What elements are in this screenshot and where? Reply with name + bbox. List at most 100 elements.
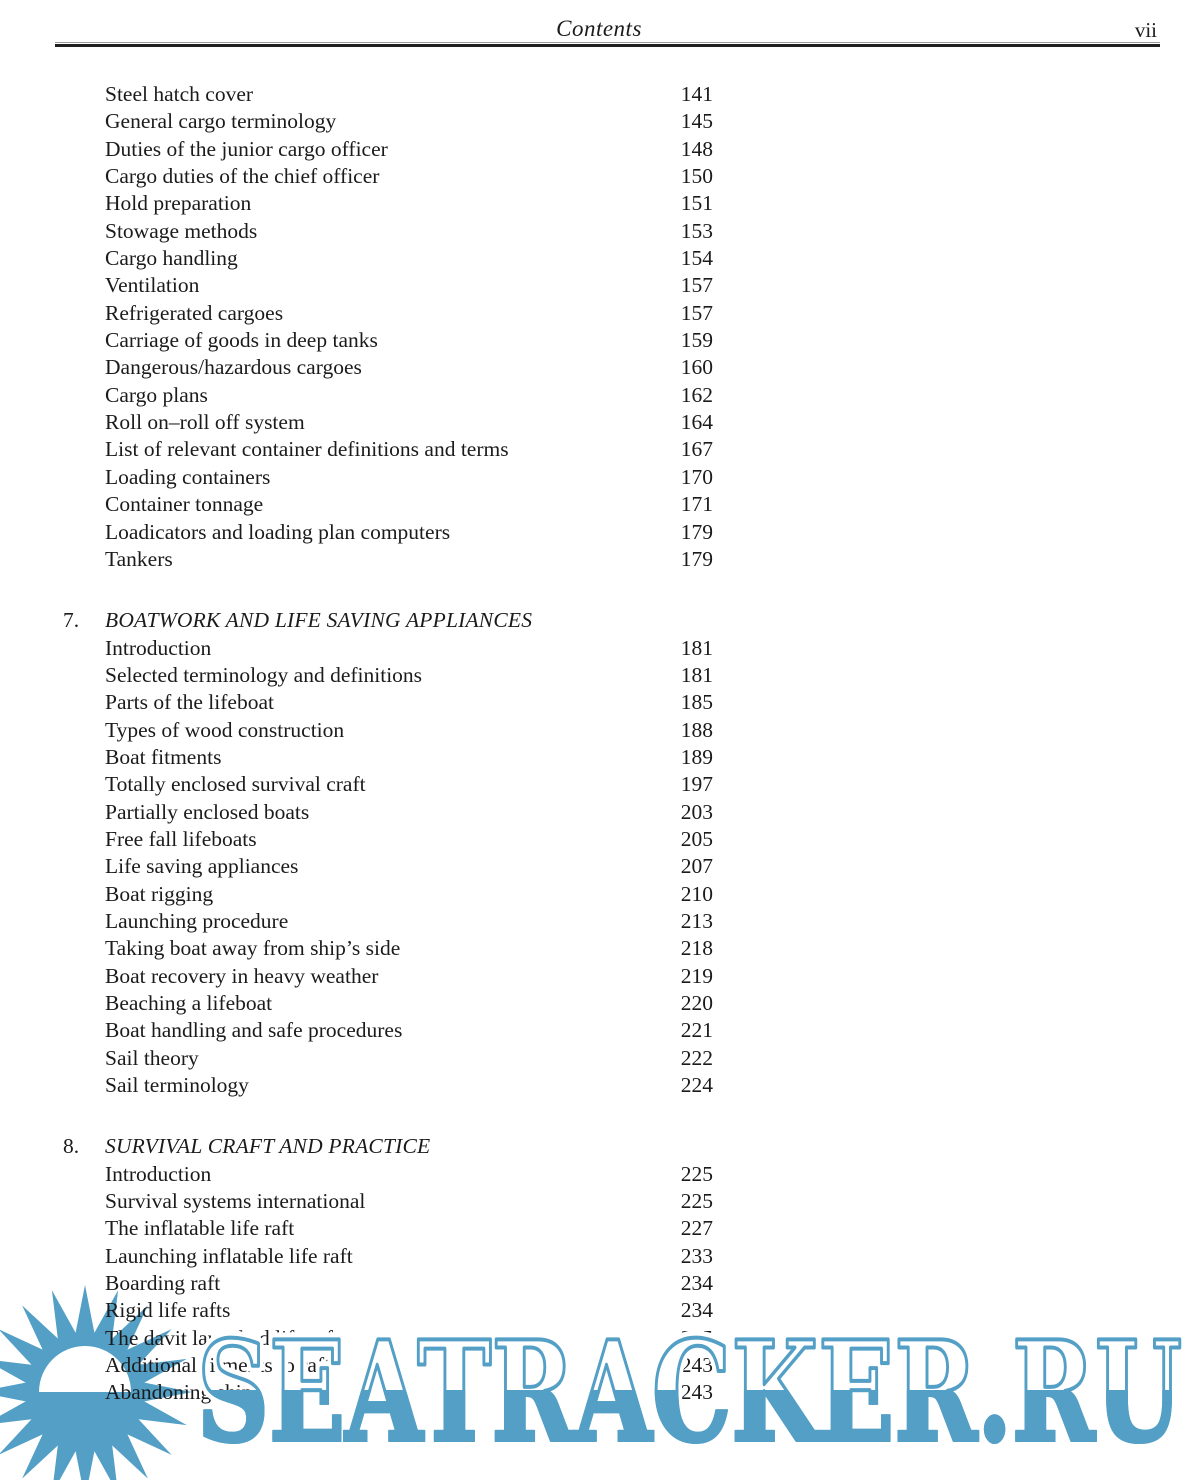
toc-entry: Abandoning ship 243 — [0, 1380, 1198, 1407]
toc-entry-label: List of relevant container definitions a… — [105, 437, 509, 462]
toc-entry-label: Loadicators and loading plan computers — [105, 519, 451, 544]
toc-entry-page: 141 — [680, 82, 713, 106]
toc-entry: Selected terminology and definitions 181 — [0, 663, 1198, 690]
toc-entry-label: Rigid life rafts — [105, 1298, 231, 1323]
toc-entry: General cargo terminology 145 — [0, 109, 1198, 136]
toc-entry-page: 234 — [680, 1298, 713, 1323]
toc-entry-label: Boat fitments — [105, 744, 222, 769]
toc-entry-label: Life saving appliances — [105, 854, 299, 879]
toc-entry-page: 171 — [680, 492, 713, 517]
toc-entry-page: 148 — [680, 136, 713, 161]
toc-entry-page: 207 — [680, 854, 713, 879]
toc-entry: Parts of the lifeboat 185 — [0, 690, 1198, 717]
toc-entry: Loading containers 170 — [0, 465, 1198, 492]
folio-page-number: vii — [1134, 18, 1157, 42]
section-title: BOATWORK AND LIFE SAVING APPLIANCES — [105, 608, 533, 633]
toc-entry-label: Survival systems international — [105, 1189, 366, 1214]
toc-entry-page: 225 — [680, 1189, 713, 1214]
toc-entry-label: Boat handling and safe procedures — [105, 1018, 403, 1043]
toc-entry-label: Stowage methods — [105, 218, 258, 243]
toc-entry-label: The inflatable life raft — [105, 1216, 295, 1241]
toc-entry-label: Loading containers — [105, 464, 271, 489]
header-rule-thick — [55, 44, 1160, 47]
toc-entry: Ventilation 157 — [0, 273, 1198, 300]
toc-entry-label: Boat rigging — [105, 881, 214, 906]
toc-entry: Partially enclosed boats 203 — [0, 800, 1198, 827]
toc-entry-page: 218 — [680, 936, 713, 961]
toc-entry-page: 185 — [680, 690, 713, 715]
toc-entry-label: Types of wood construction — [105, 717, 345, 742]
toc-entry: The inflatable life raft 227 — [0, 1216, 1198, 1243]
toc-entry-page: 157 — [680, 273, 713, 298]
toc-entry-label: Tankers — [105, 546, 173, 571]
toc-entry-page: 221 — [680, 1018, 713, 1043]
toc-entry: Boat rigging 210 — [0, 882, 1198, 909]
toc-entry-page: 188 — [680, 717, 713, 742]
toc-entry-page: 167 — [680, 437, 713, 462]
toc-entry-page: 160 — [680, 355, 713, 380]
toc-entry: Survival systems international 225 — [0, 1189, 1198, 1216]
toc-entry: Steel hatch cover 141 — [0, 82, 1198, 109]
toc-entry-page: 224 — [680, 1073, 713, 1098]
toc-entry: Taking boat away from ship’s side 218 — [0, 936, 1198, 963]
toc-entry: Sail theory 222 — [0, 1046, 1198, 1073]
toc-entry: Duties of the junior cargo officer 148 — [0, 137, 1198, 164]
toc-entry: Rigid life rafts 234 — [0, 1298, 1198, 1325]
toc-entry: Cargo duties of the chief officer 150 — [0, 164, 1198, 191]
toc-entry-page: 181 — [680, 635, 713, 660]
section-heading: 8. SURVIVAL CRAFT AND PRACTICE — [0, 1134, 1198, 1161]
toc-entry-label: Steel hatch cover — [105, 82, 254, 106]
toc-entry-page: 153 — [680, 218, 713, 243]
toc-entry: Container tonnage 171 — [0, 492, 1198, 519]
toc-entry-label: Introduction — [105, 635, 212, 660]
toc-entry: Boat fitments 189 — [0, 745, 1198, 772]
toc-entry-page: 150 — [680, 164, 713, 189]
toc-entry-page: 164 — [680, 410, 713, 435]
toc-entry-label: Partially enclosed boats — [105, 799, 310, 824]
toc-section: 8. SURVIVAL CRAFT AND PRACTICE Introductio… — [0, 1134, 1198, 1407]
toc-entry-page: 151 — [680, 191, 713, 216]
toc-entry-label: Cargo plans — [105, 382, 208, 407]
toc-entry: Stowage methods 153 — [0, 219, 1198, 246]
toc-entry-label: Beaching a lifeboat — [105, 991, 273, 1015]
toc-entry-label: Abandoning ship — [105, 1380, 253, 1405]
toc-entry: Hold preparation 151 — [0, 191, 1198, 218]
toc-entry-page: 235 — [680, 1325, 713, 1350]
toc-entry-label: Container tonnage — [105, 492, 264, 517]
page-title: Contents — [556, 16, 642, 41]
toc-entry-page: 181 — [680, 662, 713, 687]
toc-entry-page: 179 — [680, 546, 713, 571]
toc-entry-label: Taking boat away from ship’s side — [105, 936, 401, 961]
toc-entry-label: Ventilation — [105, 273, 200, 298]
toc-entry-label: Totally enclosed survival craft — [105, 772, 366, 797]
toc-entry-label: Selected terminology and definitions — [105, 662, 423, 687]
toc-entry-label: Additional fitments to raft — [105, 1353, 331, 1378]
toc-entry-label: Roll on–roll off system — [105, 410, 305, 435]
toc-entry-page: 219 — [680, 963, 713, 988]
toc-entry-label: Boat recovery in heavy weather — [105, 963, 379, 988]
toc-entry: Sail terminology 224 — [0, 1073, 1198, 1100]
toc-entry-page: 233 — [680, 1243, 713, 1268]
toc-entry: Boat recovery in heavy weather 219 — [0, 964, 1198, 991]
toc-entry-label: Carriage of goods in deep tanks — [105, 328, 378, 353]
toc-entry-page: 220 — [680, 991, 713, 1015]
toc-entry-page: 234 — [680, 1271, 713, 1296]
toc-entry-page: 197 — [680, 772, 713, 797]
toc-entry-page: 210 — [680, 881, 713, 906]
toc-entry-page: 170 — [680, 464, 713, 489]
toc-entry-page: 227 — [680, 1216, 713, 1241]
toc-entry-page: 154 — [680, 246, 713, 271]
toc-section: Steel hatch cover 141 General cargo termin… — [0, 82, 1198, 574]
toc-entry-page: 222 — [680, 1045, 713, 1070]
toc-entry-page: 179 — [680, 519, 713, 544]
toc-entry-label: Duties of the junior cargo officer — [105, 136, 388, 161]
section-title: SURVIVAL CRAFT AND PRACTICE — [105, 1134, 431, 1159]
toc-entry-page: 203 — [680, 799, 713, 824]
toc-entry: Introduction 181 — [0, 636, 1198, 663]
toc-entry-page: 243 — [680, 1380, 713, 1405]
toc-entry-label: Refrigerated cargoes — [105, 300, 284, 325]
toc-entry-page: 162 — [680, 382, 713, 407]
toc-entry-label: Launching procedure — [105, 908, 289, 933]
toc-entry: Boarding raft 234 — [0, 1271, 1198, 1298]
